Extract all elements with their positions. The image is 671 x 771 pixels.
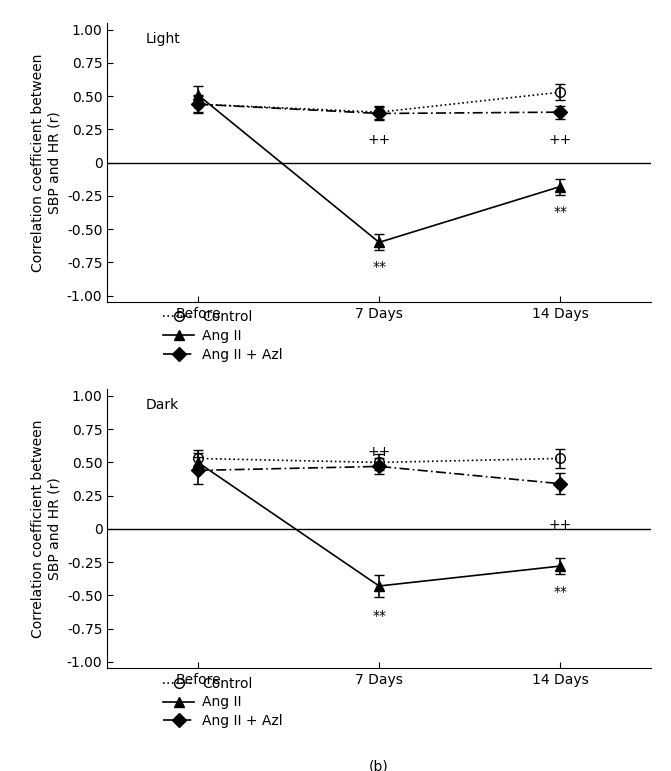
Text: **: ** (554, 205, 567, 219)
Y-axis label: Correlation coefficient between
SBP and HR (r): Correlation coefficient between SBP and … (31, 419, 61, 638)
Text: Light: Light (146, 32, 180, 45)
Y-axis label: Correlation coefficient between
SBP and HR (r): Correlation coefficient between SBP and … (31, 53, 61, 272)
Text: **: ** (554, 584, 567, 598)
Text: **: ** (372, 608, 386, 623)
Legend: Control, Ang II, Ang II + Azl: Control, Ang II, Ang II + Azl (158, 305, 289, 368)
Text: ++: ++ (368, 133, 391, 147)
Text: (a): (a) (369, 394, 389, 408)
Legend: Control, Ang II, Ang II + Azl: Control, Ang II, Ang II + Azl (158, 671, 289, 734)
Text: ++: ++ (368, 445, 391, 460)
Text: ++: ++ (549, 518, 572, 532)
Text: **: ** (372, 260, 386, 274)
Text: ++: ++ (549, 133, 572, 147)
Text: Dark: Dark (146, 398, 178, 412)
Text: (b): (b) (369, 760, 389, 771)
